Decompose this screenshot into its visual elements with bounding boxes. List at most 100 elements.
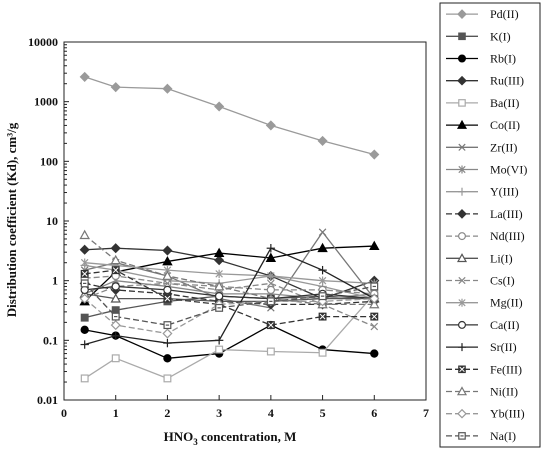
legend-label: Co(II) xyxy=(490,118,520,132)
data-point xyxy=(80,285,89,295)
data-point xyxy=(213,247,225,258)
legend-item: Cs(I) xyxy=(446,274,515,288)
data-point xyxy=(80,279,89,288)
data-point xyxy=(265,120,276,131)
legend-label: La(III) xyxy=(490,207,523,221)
x-tick-label: 2 xyxy=(164,406,170,420)
data-point xyxy=(214,336,224,345)
data-point xyxy=(110,293,121,303)
legend-marker xyxy=(457,9,467,19)
series-rbi xyxy=(80,320,379,363)
data-point xyxy=(163,338,172,348)
data-point xyxy=(79,244,90,255)
data-point xyxy=(111,354,120,363)
x-tick-label: 4 xyxy=(268,406,274,420)
series-layer xyxy=(79,71,380,383)
series-line xyxy=(84,275,375,295)
legend-marker xyxy=(458,343,466,352)
data-point xyxy=(80,269,89,278)
data-point xyxy=(369,149,380,160)
data-point xyxy=(163,279,172,288)
y-tick-label: 10000 xyxy=(28,35,58,49)
y-tick-label: 0.1 xyxy=(43,333,58,347)
data-point xyxy=(111,282,120,291)
data-point xyxy=(317,135,328,146)
data-point xyxy=(110,82,121,93)
data-point xyxy=(215,303,224,312)
legend-item: K(I) xyxy=(446,29,511,43)
legend-item: Co(II) xyxy=(446,118,520,132)
x-tick-label: 5 xyxy=(320,406,326,420)
legend-item: Zr(II) xyxy=(446,140,517,154)
data-point xyxy=(79,229,90,240)
data-point xyxy=(110,320,121,331)
y-tick-label: 100 xyxy=(40,154,58,168)
legend-item: Rb(I) xyxy=(446,52,516,66)
legend-label: Fe(III) xyxy=(490,362,522,376)
data-point xyxy=(266,321,275,330)
data-point xyxy=(266,285,276,295)
legend-marker xyxy=(458,298,466,307)
legend-marker xyxy=(458,365,466,374)
y-tick-label: 0.01 xyxy=(37,393,58,407)
series-srii xyxy=(80,244,379,349)
legend-item: Ba(II) xyxy=(446,96,519,110)
legend-item: Yb(III) xyxy=(446,407,525,421)
series-coii xyxy=(79,240,380,306)
data-point xyxy=(369,298,380,309)
data-point xyxy=(80,258,89,267)
data-point xyxy=(111,331,120,340)
legend-marker xyxy=(458,320,467,329)
series-caii xyxy=(80,282,379,303)
data-point xyxy=(370,322,379,331)
x-tick-label: 6 xyxy=(371,406,377,420)
legend: Pd(II) K(I) Rb(I) Ru(III) Ba(II) Co(II) Zr(II)… xyxy=(439,2,541,448)
data-point xyxy=(266,347,275,356)
data-point xyxy=(369,240,380,251)
legend-marker xyxy=(458,232,467,241)
legend-label: Ba(II) xyxy=(490,96,519,110)
legend-label: Pd(II) xyxy=(490,7,519,21)
legend-label: Nd(III) xyxy=(490,229,525,243)
legend-marker xyxy=(457,209,467,219)
data-point xyxy=(111,306,120,315)
data-point xyxy=(163,285,172,295)
data-point xyxy=(214,291,224,301)
plot-area xyxy=(63,41,427,401)
legend-item: La(III) xyxy=(446,207,523,221)
legend-marker xyxy=(458,432,466,440)
data-point xyxy=(318,292,327,301)
data-point xyxy=(266,297,275,306)
legend-marker xyxy=(456,386,468,396)
data-point xyxy=(267,271,275,281)
legend-label: Cs(I) xyxy=(490,274,515,288)
data-point xyxy=(162,245,173,256)
data-point xyxy=(110,254,121,265)
legend-item: Ca(II) xyxy=(446,318,519,332)
legend-marker xyxy=(456,253,468,263)
data-point xyxy=(162,256,173,266)
legend-label: Mo(VI) xyxy=(490,163,527,177)
data-point xyxy=(163,321,172,330)
legend-item: Sr(II) xyxy=(446,340,517,354)
legend-item: Y(III) xyxy=(446,185,519,199)
legend-item: Nd(III) xyxy=(446,229,525,243)
series-line xyxy=(84,282,375,328)
data-point xyxy=(163,294,172,303)
data-point xyxy=(214,255,225,266)
data-point xyxy=(80,325,89,334)
legend-label: K(I) xyxy=(490,29,511,43)
data-point xyxy=(163,354,172,363)
data-point xyxy=(318,265,327,275)
legend-marker xyxy=(458,276,466,285)
legend-label: Sr(II) xyxy=(490,340,517,354)
data-point xyxy=(111,266,120,275)
data-point xyxy=(215,345,224,354)
legend-label: Yb(III) xyxy=(490,407,525,421)
legend-marker xyxy=(458,187,466,196)
legend-item: Fe(III) xyxy=(446,362,522,376)
data-point xyxy=(318,276,327,285)
data-point xyxy=(162,328,173,339)
legend-label: Ru(III) xyxy=(490,74,524,88)
data-point xyxy=(79,293,90,304)
